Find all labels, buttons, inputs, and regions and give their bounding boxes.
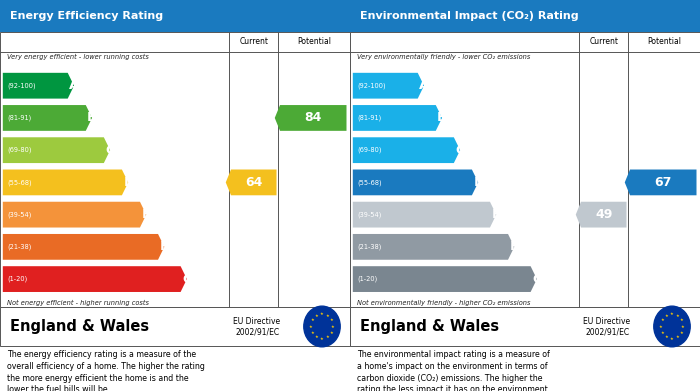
Polygon shape [3,234,164,260]
Text: (21-38): (21-38) [357,244,382,250]
Polygon shape [3,202,146,228]
Polygon shape [353,105,442,131]
Circle shape [304,306,340,347]
Text: Current: Current [239,37,268,47]
Polygon shape [3,105,92,131]
Text: (92-100): (92-100) [7,83,36,89]
Text: ★: ★ [331,325,335,328]
Text: G: G [532,273,543,285]
Text: Not environmentally friendly - higher CO₂ emissions: Not environmentally friendly - higher CO… [357,300,531,306]
Text: ★: ★ [315,314,318,318]
Text: (39-54): (39-54) [7,212,31,218]
Text: England & Wales: England & Wales [10,319,150,334]
Polygon shape [353,137,460,163]
Text: ★: ★ [681,325,685,328]
Bar [0,0,350,32]
Text: Very energy efficient - lower running costs: Very energy efficient - lower running co… [7,54,149,60]
Text: F: F [160,240,169,253]
Polygon shape [225,170,276,195]
Polygon shape [353,202,496,228]
Text: (1-20): (1-20) [357,276,377,282]
Text: ★: ★ [665,314,668,318]
Polygon shape [575,202,626,228]
Text: (1-20): (1-20) [7,276,27,282]
Text: ★: ★ [659,325,663,328]
Text: C: C [105,143,115,157]
Text: ★: ★ [670,337,674,341]
Text: ★: ★ [676,314,679,318]
Circle shape [654,306,690,347]
Text: B: B [438,111,447,124]
Text: (69-80): (69-80) [7,147,31,153]
Text: EU Directive
2002/91/EC: EU Directive 2002/91/EC [232,317,280,336]
Text: Very environmentally friendly - lower CO₂ emissions: Very environmentally friendly - lower CO… [357,54,531,60]
Text: (81-91): (81-91) [7,115,31,121]
Text: ★: ★ [680,318,683,323]
Text: E: E [141,208,150,221]
Polygon shape [3,170,128,195]
Text: 49: 49 [595,208,612,221]
Text: G: G [182,273,193,285]
Text: Energy Efficiency Rating: Energy Efficiency Rating [10,11,164,21]
Text: ★: ★ [311,318,314,323]
Text: (39-54): (39-54) [357,212,382,218]
Text: C: C [455,143,465,157]
Bar [0,32,350,307]
Polygon shape [353,266,537,292]
Text: A: A [419,79,429,92]
Text: A: A [69,79,79,92]
Text: (21-38): (21-38) [7,244,31,250]
Polygon shape [624,170,696,195]
Bar [350,32,700,307]
Polygon shape [3,73,74,99]
Polygon shape [353,73,424,99]
Text: D: D [123,176,134,189]
Text: 64: 64 [245,176,262,189]
Text: ★: ★ [320,312,324,316]
Text: F: F [510,240,519,253]
Text: B: B [88,111,97,124]
Text: (81-91): (81-91) [357,115,382,121]
Text: ★: ★ [320,337,324,341]
Bar [350,0,700,32]
Text: The energy efficiency rating is a measure of the
overall efficiency of a home. T: The energy efficiency rating is a measur… [7,350,205,391]
Text: ★: ★ [330,330,333,335]
Text: Potential: Potential [297,37,331,47]
Text: (55-68): (55-68) [357,179,382,186]
Text: (92-100): (92-100) [357,83,386,89]
Text: ★: ★ [670,312,674,316]
Text: 67: 67 [654,176,672,189]
Text: EU Directive
2002/91/EC: EU Directive 2002/91/EC [582,317,630,336]
Text: ★: ★ [311,330,314,335]
Text: Not energy efficient - higher running costs: Not energy efficient - higher running co… [7,300,149,306]
Text: ★: ★ [661,330,664,335]
Text: E: E [491,208,500,221]
Polygon shape [353,234,514,260]
Text: Environmental Impact (CO₂) Rating: Environmental Impact (CO₂) Rating [360,11,579,21]
Text: Potential: Potential [647,37,681,47]
Text: (55-68): (55-68) [7,179,31,186]
Text: ★: ★ [330,318,333,323]
Text: England & Wales: England & Wales [360,319,500,334]
Polygon shape [353,170,478,195]
Bar [0,307,350,346]
Text: Current: Current [589,37,618,47]
Text: The environmental impact rating is a measure of
a home's impact on the environme: The environmental impact rating is a mea… [357,350,550,391]
Text: ★: ★ [661,318,664,323]
Text: ★: ★ [676,335,679,339]
Text: ★: ★ [326,314,329,318]
Text: (69-80): (69-80) [357,147,382,153]
Text: ★: ★ [326,335,329,339]
Text: D: D [473,176,484,189]
Text: ★: ★ [665,335,668,339]
Polygon shape [3,137,110,163]
Text: ★: ★ [680,330,683,335]
Text: ★: ★ [315,335,318,339]
Text: 84: 84 [304,111,322,124]
Polygon shape [274,105,346,131]
Bar [350,307,700,346]
Text: ★: ★ [309,325,313,328]
Polygon shape [3,266,187,292]
